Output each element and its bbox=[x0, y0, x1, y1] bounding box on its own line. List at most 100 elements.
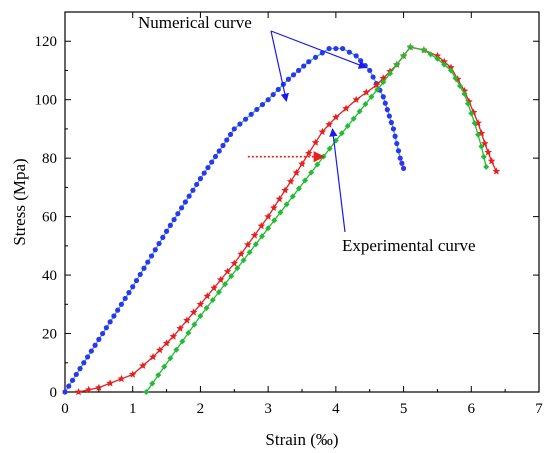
data-point bbox=[175, 211, 181, 217]
data-point bbox=[400, 165, 407, 171]
data-point bbox=[171, 216, 177, 223]
data-point bbox=[340, 45, 346, 52]
data-point bbox=[480, 153, 487, 160]
data-point bbox=[141, 265, 147, 271]
x-tick-label: 5 bbox=[400, 401, 408, 417]
data-point bbox=[286, 177, 295, 185]
y-axis-label: Stress (Mpa) bbox=[10, 158, 29, 245]
data-point bbox=[167, 222, 173, 228]
data-point bbox=[216, 275, 225, 283]
data-point bbox=[471, 120, 478, 127]
data-point bbox=[103, 325, 109, 331]
data-point bbox=[392, 133, 398, 139]
data-point bbox=[185, 329, 192, 336]
y-tick-label: 0 bbox=[50, 385, 58, 401]
data-point bbox=[189, 308, 198, 316]
series-layer bbox=[62, 43, 501, 396]
x-tick-label: 3 bbox=[264, 401, 272, 417]
data-point bbox=[433, 51, 442, 60]
data-point bbox=[308, 169, 315, 176]
data-point bbox=[160, 234, 166, 241]
data-point bbox=[73, 371, 79, 378]
data-point bbox=[289, 193, 296, 200]
data-point bbox=[332, 113, 340, 121]
data-point bbox=[386, 113, 392, 119]
data-point bbox=[475, 131, 482, 138]
data-point bbox=[344, 123, 351, 129]
data-point bbox=[122, 295, 128, 302]
data-point bbox=[275, 195, 284, 203]
data-point bbox=[270, 91, 276, 98]
data-point bbox=[372, 81, 381, 89]
data-point bbox=[275, 86, 281, 93]
y-tick-label: 20 bbox=[42, 327, 57, 343]
arrow-numerical-left bbox=[270, 30, 289, 102]
data-point bbox=[143, 389, 150, 395]
data-point bbox=[395, 148, 402, 154]
data-point bbox=[167, 355, 174, 362]
data-point bbox=[367, 67, 373, 74]
data-point bbox=[183, 316, 191, 324]
annotation-numerical: Numerical curve bbox=[138, 13, 252, 32]
data-point bbox=[237, 121, 243, 127]
data-point bbox=[155, 372, 162, 379]
data-point bbox=[203, 305, 210, 312]
data-point bbox=[145, 259, 151, 265]
data-point bbox=[325, 120, 333, 128]
data-point bbox=[224, 137, 230, 143]
data-point bbox=[242, 116, 249, 122]
data-point bbox=[84, 385, 93, 393]
data-point bbox=[137, 271, 143, 278]
data-point bbox=[452, 75, 459, 82]
data-point bbox=[420, 47, 427, 53]
data-point bbox=[370, 74, 376, 80]
data-point bbox=[169, 332, 178, 340]
data-point bbox=[298, 160, 306, 168]
data-point bbox=[215, 289, 222, 296]
data-point bbox=[95, 383, 103, 391]
series-line bbox=[64, 47, 405, 393]
data-point bbox=[460, 86, 469, 95]
data-point bbox=[148, 253, 155, 259]
data-point bbox=[265, 97, 271, 103]
data-point bbox=[397, 155, 403, 161]
series-star bbox=[74, 43, 501, 396]
x-tick-label: 2 bbox=[197, 401, 205, 417]
data-point bbox=[182, 199, 188, 205]
series-diamond bbox=[143, 44, 490, 395]
x-tick-label: 6 bbox=[468, 401, 476, 417]
x-tick-label: 7 bbox=[535, 401, 543, 417]
data-point bbox=[161, 363, 168, 370]
data-point bbox=[228, 273, 235, 280]
plot-frame bbox=[64, 11, 540, 393]
data-point bbox=[362, 101, 369, 108]
data-point bbox=[318, 127, 327, 136]
data-point bbox=[212, 153, 219, 160]
data-point bbox=[209, 159, 215, 165]
data-point bbox=[399, 160, 405, 166]
data-point bbox=[388, 119, 394, 126]
data-point bbox=[84, 354, 91, 360]
data-point bbox=[210, 283, 218, 292]
data-point bbox=[216, 148, 222, 154]
data-point bbox=[234, 265, 241, 272]
data-point bbox=[81, 360, 87, 366]
data-point bbox=[203, 292, 211, 300]
data-point bbox=[259, 101, 266, 108]
data-point bbox=[222, 281, 229, 288]
x-tick-label: 1 bbox=[129, 401, 137, 417]
data-point bbox=[487, 157, 496, 165]
data-point bbox=[191, 321, 198, 328]
data-point bbox=[244, 240, 252, 248]
data-point bbox=[248, 111, 254, 117]
data-point bbox=[149, 352, 157, 361]
data-point bbox=[296, 67, 302, 74]
data-point bbox=[106, 379, 114, 387]
data-point bbox=[338, 130, 345, 137]
data-point bbox=[302, 177, 309, 184]
data-point bbox=[441, 61, 448, 68]
series-line bbox=[78, 46, 497, 393]
data-point bbox=[265, 225, 272, 232]
data-point bbox=[283, 201, 290, 208]
